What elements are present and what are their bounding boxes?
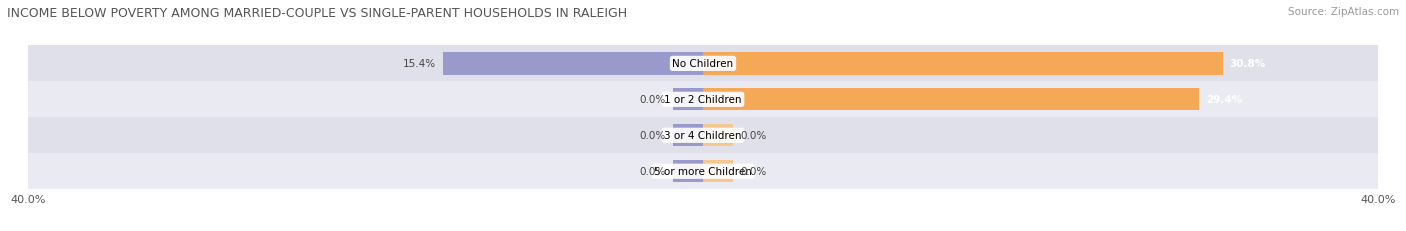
Bar xyxy=(443,53,703,75)
Text: No Children: No Children xyxy=(672,59,734,69)
Text: 5 or more Children: 5 or more Children xyxy=(654,167,752,176)
Text: 30.8%: 30.8% xyxy=(1229,59,1265,69)
Bar xyxy=(28,154,1378,189)
Text: 29.4%: 29.4% xyxy=(1206,95,1241,105)
Text: 0.0%: 0.0% xyxy=(640,95,666,105)
Text: 3 or 4 Children: 3 or 4 Children xyxy=(664,131,742,141)
Text: 0.0%: 0.0% xyxy=(740,131,766,141)
Text: 0.0%: 0.0% xyxy=(640,131,666,141)
Bar xyxy=(28,46,1378,82)
Text: Source: ZipAtlas.com: Source: ZipAtlas.com xyxy=(1288,7,1399,17)
Bar xyxy=(28,118,1378,154)
Bar xyxy=(703,89,1199,111)
Bar xyxy=(703,53,1223,75)
Text: 0.0%: 0.0% xyxy=(740,167,766,176)
Text: 15.4%: 15.4% xyxy=(404,59,436,69)
Bar xyxy=(703,125,734,147)
Text: 1 or 2 Children: 1 or 2 Children xyxy=(664,95,742,105)
Bar xyxy=(672,89,703,111)
Text: 0.0%: 0.0% xyxy=(640,167,666,176)
Bar xyxy=(703,160,734,183)
Bar xyxy=(28,82,1378,118)
Text: INCOME BELOW POVERTY AMONG MARRIED-COUPLE VS SINGLE-PARENT HOUSEHOLDS IN RALEIGH: INCOME BELOW POVERTY AMONG MARRIED-COUPL… xyxy=(7,7,627,20)
Bar xyxy=(672,125,703,147)
Bar xyxy=(672,160,703,183)
